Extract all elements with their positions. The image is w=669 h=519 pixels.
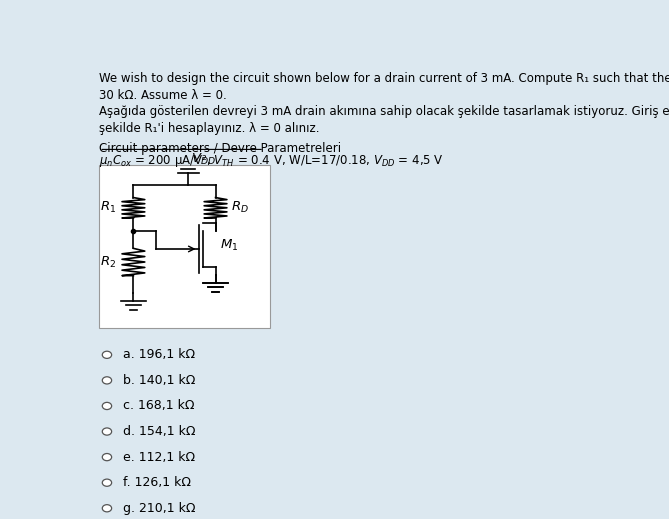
Circle shape — [102, 428, 112, 435]
Text: Aşağıda gösterilen devreyi 3 mA drain akımına sahip olacak şekilde tasarlamak is: Aşağıda gösterilen devreyi 3 mA drain ak… — [99, 105, 669, 135]
Circle shape — [102, 351, 112, 359]
Text: $R_2$: $R_2$ — [100, 254, 116, 269]
Circle shape — [102, 479, 112, 486]
Circle shape — [102, 504, 112, 512]
Text: $V_{DD}$: $V_{DD}$ — [191, 152, 215, 167]
Text: $\mu_n C_{ox}$ = 200 μA/V², $V_{TH}$ = 0.4 V, W/L=17/0.18, $V_{DD}$ = 4,5 V: $\mu_n C_{ox}$ = 200 μA/V², $V_{TH}$ = 0… — [99, 154, 444, 169]
Text: f. 126,1 kΩ: f. 126,1 kΩ — [122, 476, 191, 489]
Text: g. 210,1 kΩ: g. 210,1 kΩ — [122, 502, 195, 515]
Text: e. 112,1 kΩ: e. 112,1 kΩ — [122, 450, 195, 463]
FancyBboxPatch shape — [99, 165, 270, 328]
Text: b. 140,1 kΩ: b. 140,1 kΩ — [122, 374, 195, 387]
Text: $M_1$: $M_1$ — [219, 237, 238, 253]
Text: We wish to design the circuit shown below for a drain current of 3 mA. Compute R: We wish to design the circuit shown belo… — [99, 72, 669, 102]
Text: c. 168,1 kΩ: c. 168,1 kΩ — [122, 400, 194, 413]
Circle shape — [102, 454, 112, 461]
Text: a. 196,1 kΩ: a. 196,1 kΩ — [122, 348, 195, 361]
Circle shape — [102, 377, 112, 384]
Text: Circuit parameters / Devre Parametreleri: Circuit parameters / Devre Parametreleri — [99, 142, 341, 155]
Text: d. 154,1 kΩ: d. 154,1 kΩ — [122, 425, 195, 438]
Circle shape — [102, 402, 112, 409]
Text: $R_1$: $R_1$ — [100, 200, 116, 215]
Text: $R_D$: $R_D$ — [231, 200, 250, 215]
